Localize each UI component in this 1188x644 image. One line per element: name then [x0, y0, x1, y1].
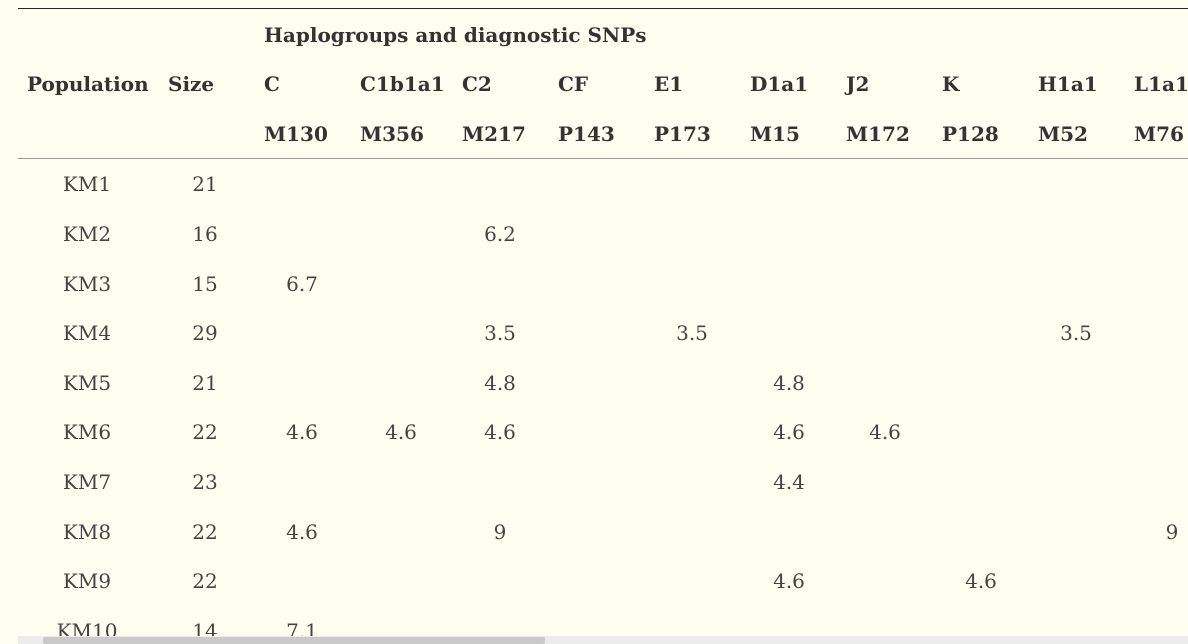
size-cell: 21	[192, 172, 218, 196]
frequency-cell: 4.6	[385, 420, 417, 444]
size-cell: 22	[192, 569, 218, 593]
population-cell: KM2	[62, 222, 112, 246]
population-header: Population	[27, 72, 149, 96]
frequency-cell: 9	[493, 520, 507, 544]
frequency-cell: 9	[1165, 520, 1179, 544]
size-cell: 16	[192, 222, 218, 246]
population-cell: KM1	[62, 172, 112, 196]
frequency-cell: 4.6	[286, 420, 318, 444]
size-cell: 29	[192, 321, 218, 345]
snp-header: P143	[558, 122, 615, 146]
haplogroup-header: D1a1	[750, 72, 809, 96]
haplogroup-header: K	[942, 72, 960, 96]
snp-header: M172	[846, 122, 910, 146]
group-header: Haplogroups and diagnostic SNPs	[264, 23, 647, 47]
size-cell: 22	[192, 520, 218, 544]
haplogroup-header: C	[264, 72, 280, 96]
snp-header: M217	[462, 122, 526, 146]
snp-header: M356	[360, 122, 424, 146]
snp-header: P128	[942, 122, 999, 146]
frequency-cell: 3.5	[484, 321, 516, 345]
table-top-rule	[18, 8, 1188, 9]
size-header: Size	[168, 72, 215, 96]
snp-header: M52	[1038, 122, 1088, 146]
haplogroup-header: L1a1	[1134, 72, 1188, 96]
haplogroup-header: C2	[462, 72, 492, 96]
population-cell: KM7	[62, 470, 112, 494]
frequency-cell: 6.7	[286, 272, 318, 296]
size-cell: 22	[192, 420, 218, 444]
frequency-cell: 6.2	[484, 222, 516, 246]
frequency-cell: 4.4	[773, 470, 805, 494]
frequency-cell: 4.6	[869, 420, 901, 444]
frequency-cell: 4.6	[773, 420, 805, 444]
size-cell: 23	[192, 470, 218, 494]
snp-header: M15	[750, 122, 800, 146]
snp-header: M130	[264, 122, 328, 146]
haplogroup-header: E1	[654, 72, 684, 96]
snp-header: P173	[654, 122, 711, 146]
frequency-cell: 4.8	[773, 371, 805, 395]
population-cell: KM5	[62, 371, 112, 395]
snp-header: M76	[1134, 122, 1184, 146]
frequency-cell: 3.5	[1060, 321, 1092, 345]
population-cell: KM9	[62, 569, 112, 593]
size-cell: 21	[192, 371, 218, 395]
haplogroup-header: C1b1a1	[360, 72, 445, 96]
frequency-cell: 3.5	[676, 321, 708, 345]
frequency-cell: 4.8	[484, 371, 516, 395]
haplogroup-header: J2	[846, 72, 870, 96]
haplogroup-header: CF	[558, 72, 589, 96]
haplogroup-header: H1a1	[1038, 72, 1098, 96]
population-cell: KM4	[62, 321, 112, 345]
size-cell: 15	[192, 272, 218, 296]
header-rule	[18, 158, 1188, 159]
frequency-cell: 4.6	[484, 420, 516, 444]
scrollbar-thumb[interactable]	[43, 637, 545, 644]
frequency-cell: 4.6	[286, 520, 318, 544]
horizontal-scrollbar[interactable]	[18, 636, 1188, 644]
population-cell: KM3	[62, 272, 112, 296]
population-cell: KM8	[62, 520, 112, 544]
frequency-cell: 4.6	[965, 569, 997, 593]
population-cell: KM6	[62, 420, 112, 444]
frequency-cell: 4.6	[773, 569, 805, 593]
